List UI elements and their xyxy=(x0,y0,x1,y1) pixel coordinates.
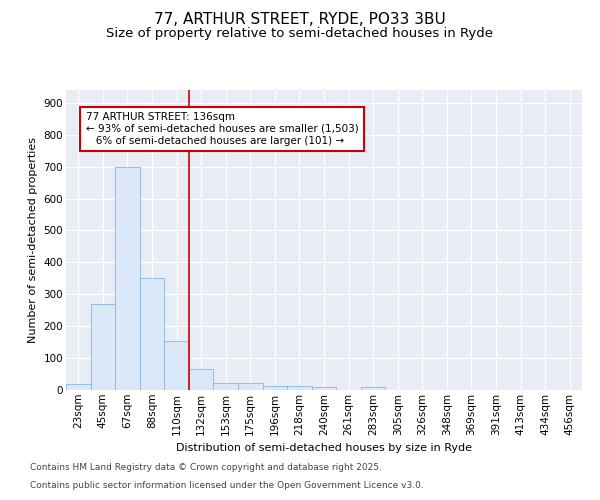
Text: Contains public sector information licensed under the Open Government Licence v3: Contains public sector information licen… xyxy=(30,481,424,490)
Bar xyxy=(361,388,385,390)
Bar xyxy=(66,384,91,390)
Bar xyxy=(312,387,336,390)
X-axis label: Distribution of semi-detached houses by size in Ryde: Distribution of semi-detached houses by … xyxy=(176,443,472,453)
Bar xyxy=(140,278,164,390)
Text: Contains HM Land Registry data © Crown copyright and database right 2025.: Contains HM Land Registry data © Crown c… xyxy=(30,464,382,472)
Bar xyxy=(115,166,140,390)
Text: 77, ARTHUR STREET, RYDE, PO33 3BU: 77, ARTHUR STREET, RYDE, PO33 3BU xyxy=(154,12,446,28)
Bar xyxy=(189,370,214,390)
Bar xyxy=(263,386,287,390)
Bar xyxy=(214,383,238,390)
Bar xyxy=(91,304,115,390)
Bar xyxy=(238,383,263,390)
Text: 77 ARTHUR STREET: 136sqm
← 93% of semi-detached houses are smaller (1,503)
   6%: 77 ARTHUR STREET: 136sqm ← 93% of semi-d… xyxy=(86,112,358,146)
Bar xyxy=(287,386,312,390)
Bar xyxy=(164,340,189,390)
Y-axis label: Number of semi-detached properties: Number of semi-detached properties xyxy=(28,137,38,343)
Text: Size of property relative to semi-detached houses in Ryde: Size of property relative to semi-detach… xyxy=(107,28,493,40)
